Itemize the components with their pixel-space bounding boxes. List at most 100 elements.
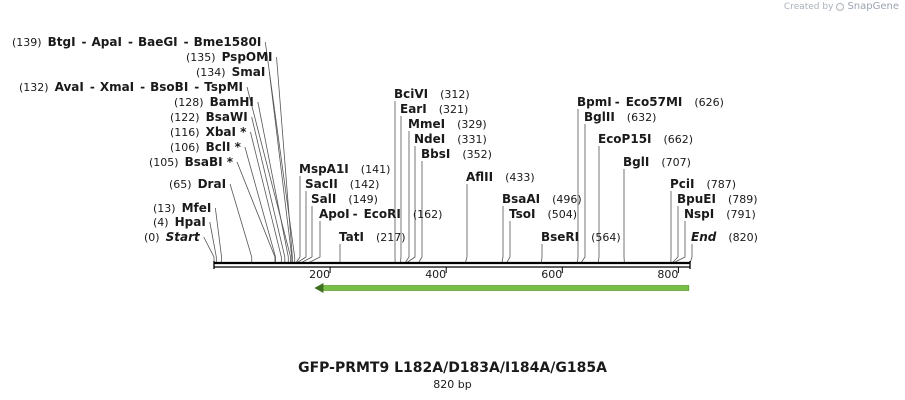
enzyme-name: Eco57MI: [626, 95, 683, 109]
enzyme-label: (134) SmaI: [196, 65, 265, 79]
site-position: (0): [144, 231, 160, 244]
leader-line: [209, 221, 217, 263]
leader-line: [399, 116, 402, 264]
site-position: (321): [439, 103, 469, 116]
enzyme-separator: -: [82, 35, 87, 49]
enzyme-name: BsaWI: [206, 110, 248, 124]
enzyme-name: AflII: [466, 170, 493, 184]
enzyme-label: BglI (707): [623, 155, 691, 169]
site-position: (65): [169, 178, 192, 191]
feature-arrow-body: [320, 285, 690, 291]
site-position: (504): [547, 208, 577, 221]
created-by-text: Created by: [783, 1, 834, 12]
feature-arrow-head: [314, 283, 324, 293]
enzyme-separator: -: [90, 80, 95, 94]
enzyme-label: (0) Start: [144, 230, 201, 244]
enzyme-name: SacII: [305, 177, 338, 191]
leader-line: [296, 191, 307, 264]
enzyme-label: NdeI (331): [414, 132, 487, 146]
enzyme-name: XbaI *: [206, 125, 248, 139]
enzyme-label: BbsI (352): [421, 147, 492, 161]
enzyme-label: TsoI (504): [509, 207, 577, 221]
enzyme-separator: -: [353, 207, 358, 221]
enzyme-name: EcoRI: [364, 207, 401, 221]
enzyme-label: TatI (217): [339, 230, 406, 244]
enzyme-separator: -: [184, 35, 189, 49]
site-position: (106): [170, 141, 200, 154]
site-position: (141): [361, 163, 391, 176]
enzyme-name: BciVI: [394, 87, 428, 101]
enzyme-label: (106) BclI *: [170, 140, 242, 154]
site-position: (139): [12, 36, 42, 49]
enzyme-label: MspA1I (141): [299, 162, 390, 176]
enzyme-label: (116) XbaI *: [170, 125, 247, 139]
axis-tick-label: 800: [657, 268, 678, 281]
enzyme-label: SacII (142): [305, 177, 379, 191]
site-position: (707): [661, 156, 691, 169]
enzyme-label: BpuEI (789): [677, 192, 758, 206]
enzyme-label: AflII (433): [466, 170, 535, 184]
axis-tick-label: 400: [425, 268, 446, 281]
enzyme-name: BglII: [584, 110, 615, 124]
site-position: (496): [552, 193, 582, 206]
site-position: (116): [170, 126, 200, 139]
sequence-length: 820 bp: [433, 378, 472, 391]
enzyme-name: BglI: [623, 155, 649, 169]
leader-line: [268, 71, 293, 263]
site-position: (632): [627, 111, 657, 124]
axis-tick-label: 600: [541, 268, 562, 281]
enzyme-label: (122) BsaWI: [170, 110, 248, 124]
enzyme-name: BaeGI: [138, 35, 178, 49]
leader-line: [417, 161, 423, 264]
site-position: (217): [376, 231, 406, 244]
leader-line: [501, 206, 504, 264]
enzyme-label: (13) MfeI: [153, 201, 211, 215]
map-title: GFP-PRMT9 L182A/D183A/I184A/G185A: [298, 360, 607, 376]
enzyme-name: BbsI: [421, 147, 450, 161]
site-position: (13): [153, 202, 176, 215]
leader-line: [671, 206, 679, 264]
leader-line: [307, 221, 321, 264]
site-position: (662): [664, 133, 694, 146]
leader-line: [295, 176, 301, 264]
enzyme-label: EarI (321): [400, 102, 468, 116]
enzyme-label: NspI (791): [684, 207, 756, 221]
enzyme-separator: -: [194, 80, 199, 94]
enzyme-name: AvaI: [55, 80, 84, 94]
site-position: (128): [174, 96, 204, 109]
enzyme-label: (105) BsaBI *: [149, 155, 234, 169]
enzyme-label: (4) HpaI: [153, 215, 206, 229]
enzyme-separator: -: [128, 35, 133, 49]
site-position: (132): [19, 81, 49, 94]
leader-line: [540, 244, 543, 264]
enzyme-name: SmaI: [232, 65, 266, 79]
enzyme-name: DraI: [198, 177, 226, 191]
snapgene-watermark: Created by SnapGene: [784, 1, 899, 12]
enzyme-name: MmeI: [408, 117, 445, 131]
enzyme-name: BsaBI *: [185, 155, 234, 169]
leader-line: [246, 86, 292, 263]
leader-line: [576, 109, 579, 264]
site-position: (122): [170, 111, 200, 124]
enzyme-separator: -: [615, 95, 620, 109]
enzyme-label: SalI (149): [311, 192, 378, 206]
enzyme-name: ApaI: [92, 35, 122, 49]
enzyme-name: MspA1I: [299, 162, 349, 176]
leader-line: [580, 124, 586, 264]
enzyme-label: MmeI (329): [408, 117, 487, 131]
site-position: (352): [462, 148, 492, 161]
enzyme-name: BclI *: [206, 140, 242, 154]
enzyme-label: BsaAI (496): [502, 192, 582, 206]
enzyme-label: ApoI - EcoRI (162): [319, 207, 442, 221]
enzyme-name: BsoBI: [150, 80, 188, 94]
site-position: (787): [707, 178, 737, 191]
enzyme-name: BpuEI: [677, 192, 716, 206]
leader-line: [506, 221, 511, 264]
enzyme-name: End: [691, 230, 717, 244]
site-position: (135): [186, 51, 216, 64]
enzyme-name: HpaI: [175, 215, 206, 229]
enzyme-label: (132) AvaI - XmaI - BsoBI - TspMI: [19, 80, 243, 94]
site-position: (312): [440, 88, 470, 101]
enzyme-label: (135) PspOMI: [186, 50, 273, 64]
enzyme-name: MfeI: [182, 201, 212, 215]
